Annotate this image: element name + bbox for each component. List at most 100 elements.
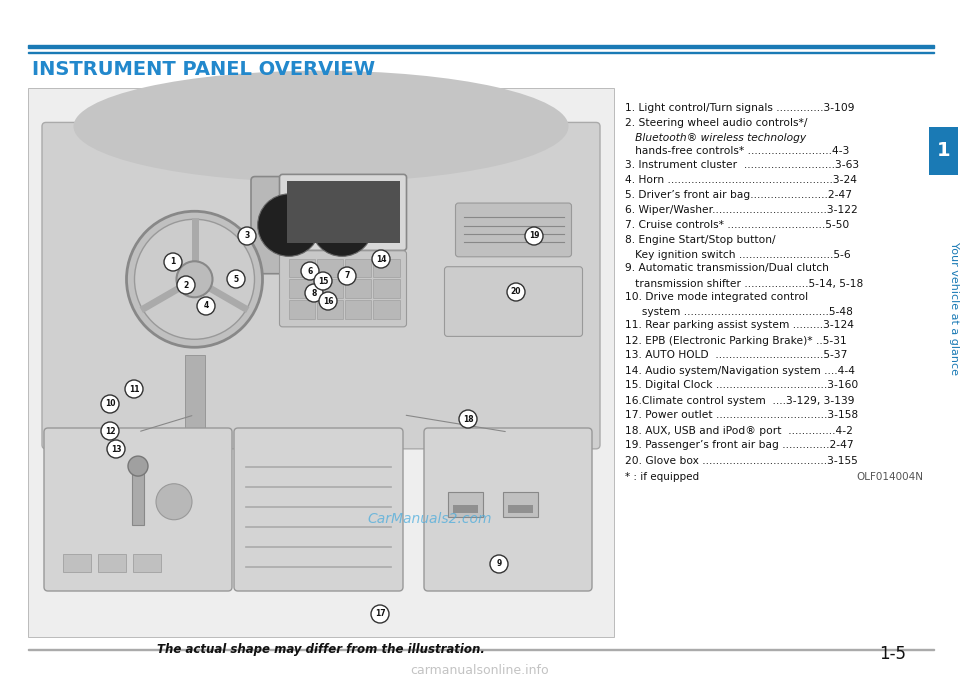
Circle shape — [319, 292, 337, 310]
FancyBboxPatch shape — [424, 428, 592, 591]
Text: 9. Automatic transmission/Dual clutch: 9. Automatic transmission/Dual clutch — [625, 263, 828, 274]
Text: transmission shifter ...................5-14, 5-18: transmission shifter ...................… — [625, 278, 863, 289]
Circle shape — [459, 410, 477, 428]
FancyBboxPatch shape — [444, 267, 583, 336]
Text: 16.Climate control system  ....3-129, 3-139: 16.Climate control system ....3-129, 3-1… — [625, 395, 854, 406]
Bar — [28, 52, 934, 53]
Text: 3. Instrument cluster  ...........................3-63: 3. Instrument cluster ..................… — [625, 160, 859, 170]
Text: 3: 3 — [245, 232, 250, 240]
Circle shape — [177, 261, 212, 297]
Text: 8: 8 — [311, 289, 317, 298]
Bar — [453, 504, 478, 513]
Bar — [373, 259, 399, 278]
Text: 19: 19 — [529, 232, 540, 240]
Bar — [28, 45, 934, 48]
Text: 20: 20 — [511, 287, 521, 296]
Text: 15: 15 — [318, 276, 328, 285]
Text: 9: 9 — [496, 559, 502, 568]
Text: 16: 16 — [323, 296, 333, 305]
Circle shape — [125, 380, 143, 398]
Text: 5. Driver’s front air bag.......................2-47: 5. Driver’s front air bag...............… — [625, 190, 852, 200]
Text: 2. Steering wheel audio controls*/: 2. Steering wheel audio controls*/ — [625, 118, 807, 128]
Text: Your vehicle at a glance: Your vehicle at a glance — [949, 243, 959, 376]
Text: 20. Glove box .....................................3-155: 20. Glove box ..........................… — [625, 455, 857, 466]
Text: 6. Wiper/Washer..................................3-122: 6. Wiper/Washer.........................… — [625, 205, 857, 215]
Ellipse shape — [74, 71, 568, 182]
Circle shape — [101, 422, 119, 440]
Bar — [373, 300, 399, 319]
Text: 8. Engine Start/Stop button/: 8. Engine Start/Stop button/ — [625, 235, 776, 245]
Text: 13. AUTO HOLD  ................................5-37: 13. AUTO HOLD ..........................… — [625, 351, 848, 360]
Text: 10: 10 — [105, 400, 115, 409]
Text: 14: 14 — [375, 254, 386, 263]
Bar — [289, 280, 315, 298]
Text: 18. AUX, USB and iPod® port  ..............4-2: 18. AUX, USB and iPod® port ............… — [625, 426, 852, 435]
Text: Key ignition switch ............................5-6: Key ignition switch ....................… — [625, 250, 851, 260]
Text: INSTRUMENT PANEL OVERVIEW: INSTRUMENT PANEL OVERVIEW — [32, 60, 375, 79]
Circle shape — [372, 250, 390, 268]
Circle shape — [177, 276, 195, 294]
Bar — [345, 259, 372, 278]
Bar — [317, 259, 343, 278]
FancyBboxPatch shape — [42, 123, 600, 449]
Circle shape — [490, 555, 508, 573]
Circle shape — [311, 194, 373, 256]
Text: 19. Passenger’s front air bag ..............2-47: 19. Passenger’s front air bag ..........… — [625, 440, 853, 451]
Bar — [503, 492, 538, 517]
Circle shape — [128, 456, 148, 476]
Circle shape — [101, 395, 119, 413]
Text: 1: 1 — [937, 141, 950, 161]
Text: 5: 5 — [233, 274, 239, 283]
Text: 17. Power outlet .................................3-158: 17. Power outlet .......................… — [625, 411, 858, 420]
Circle shape — [127, 212, 262, 347]
Bar — [289, 300, 315, 319]
Circle shape — [314, 272, 332, 290]
Text: CarManuals2.com: CarManuals2.com — [368, 512, 492, 526]
Bar — [28, 88, 614, 637]
Bar — [133, 554, 161, 572]
Bar — [184, 356, 204, 435]
Text: Bluetooth® wireless technology: Bluetooth® wireless technology — [625, 133, 806, 143]
Text: 11: 11 — [129, 384, 139, 393]
Text: 15. Digital Clock .................................3-160: 15. Digital Clock ......................… — [625, 380, 858, 391]
Circle shape — [156, 484, 192, 520]
Text: The actual shape may differ from the illustration.: The actual shape may differ from the ill… — [157, 643, 485, 656]
Bar — [508, 504, 533, 513]
Text: 18: 18 — [463, 415, 473, 424]
Text: 12: 12 — [105, 426, 115, 435]
Text: hands-free controls* .........................4-3: hands-free controls* ...................… — [625, 147, 850, 156]
Bar — [317, 300, 343, 319]
Bar — [929, 127, 958, 175]
Bar — [286, 181, 399, 243]
Circle shape — [164, 253, 182, 271]
FancyBboxPatch shape — [251, 176, 380, 274]
Text: 11. Rear parking assist system .........3-124: 11. Rear parking assist system .........… — [625, 320, 854, 331]
Bar — [28, 649, 934, 650]
Text: 7: 7 — [345, 271, 349, 280]
Text: 1. Light control/Turn signals ..............3-109: 1. Light control/Turn signals ..........… — [625, 103, 854, 113]
Bar — [63, 554, 91, 572]
Circle shape — [134, 219, 254, 339]
Text: 10. Drive mode integrated control: 10. Drive mode integrated control — [625, 292, 808, 302]
Circle shape — [227, 270, 245, 288]
Bar — [289, 259, 315, 278]
FancyBboxPatch shape — [279, 174, 406, 250]
Bar — [345, 280, 372, 298]
Text: 14. Audio system/Navigation system ....4-4: 14. Audio system/Navigation system ....4… — [625, 365, 855, 376]
Text: 1: 1 — [170, 258, 176, 267]
Text: 4: 4 — [204, 302, 208, 311]
Text: 1-5: 1-5 — [879, 645, 906, 663]
Text: 6: 6 — [307, 267, 313, 276]
Text: 4. Horn .................................................3-24: 4. Horn ................................… — [625, 175, 857, 185]
Circle shape — [238, 227, 256, 245]
Text: 2: 2 — [183, 280, 188, 289]
Text: * : if equipped: * : if equipped — [625, 473, 699, 482]
FancyBboxPatch shape — [44, 428, 232, 591]
Circle shape — [305, 284, 323, 302]
FancyBboxPatch shape — [455, 203, 571, 257]
Circle shape — [257, 194, 320, 256]
Bar — [373, 280, 399, 298]
Circle shape — [507, 283, 525, 301]
Circle shape — [338, 267, 356, 285]
Text: carmanualsonline.info: carmanualsonline.info — [411, 664, 549, 677]
